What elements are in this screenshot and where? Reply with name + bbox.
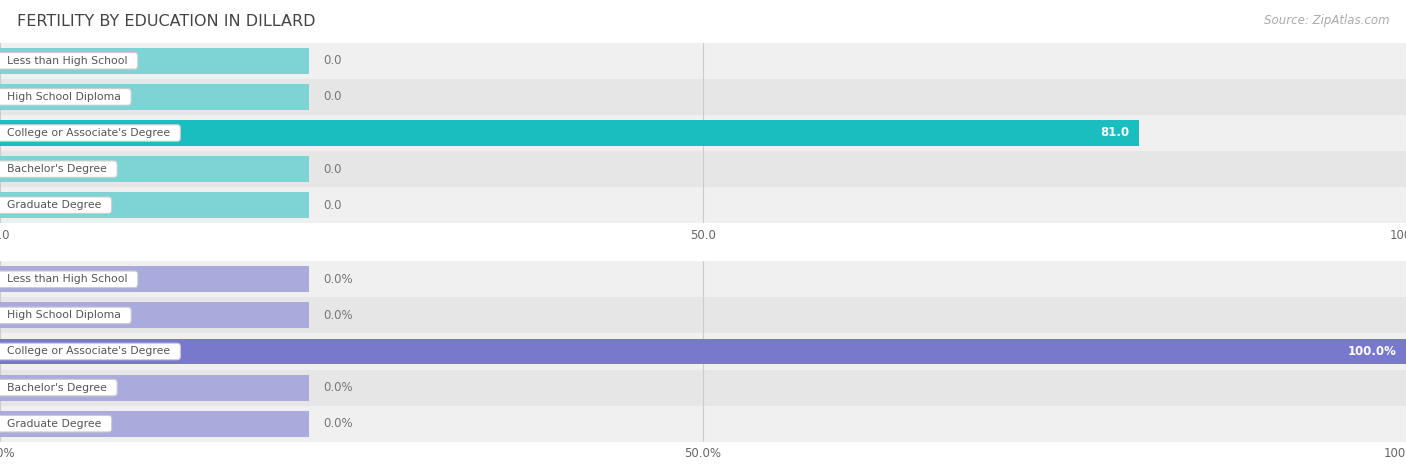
Bar bbox=[0, 151, 1406, 187]
Text: Graduate Degree: Graduate Degree bbox=[0, 200, 108, 210]
Text: 0.0: 0.0 bbox=[323, 90, 342, 104]
Text: High School Diploma: High School Diploma bbox=[0, 310, 128, 321]
Text: FERTILITY BY EDUCATION IN DILLARD: FERTILITY BY EDUCATION IN DILLARD bbox=[17, 14, 315, 29]
Text: Bachelor's Degree: Bachelor's Degree bbox=[0, 164, 114, 174]
Bar bbox=[0, 187, 1406, 223]
Bar bbox=[0, 406, 1406, 442]
Bar bbox=[0, 84, 309, 110]
Text: Less than High School: Less than High School bbox=[0, 274, 135, 285]
Text: 100.0%: 100.0% bbox=[1347, 345, 1396, 358]
Text: 0.0: 0.0 bbox=[323, 54, 342, 67]
Text: Graduate Degree: Graduate Degree bbox=[0, 418, 108, 429]
Bar bbox=[0, 333, 1406, 370]
Text: 0.0: 0.0 bbox=[323, 162, 342, 176]
Text: 0.0%: 0.0% bbox=[323, 273, 353, 286]
Text: Source: ZipAtlas.com: Source: ZipAtlas.com bbox=[1264, 14, 1389, 27]
Bar bbox=[0, 261, 1406, 297]
Bar bbox=[0, 375, 309, 400]
Text: High School Diploma: High School Diploma bbox=[0, 92, 128, 102]
Bar bbox=[0, 370, 1406, 406]
Bar bbox=[0, 115, 1406, 151]
Text: 0.0%: 0.0% bbox=[323, 381, 353, 394]
Bar bbox=[0, 297, 1406, 333]
Text: Bachelor's Degree: Bachelor's Degree bbox=[0, 382, 114, 393]
Bar bbox=[0, 156, 309, 182]
Bar bbox=[0, 48, 309, 74]
Bar bbox=[0, 339, 1406, 364]
Bar bbox=[0, 192, 309, 218]
Text: 0.0%: 0.0% bbox=[323, 309, 353, 322]
Text: College or Associate's Degree: College or Associate's Degree bbox=[0, 346, 177, 357]
Bar bbox=[0, 303, 309, 328]
Text: Less than High School: Less than High School bbox=[0, 56, 135, 66]
Bar bbox=[0, 411, 309, 437]
Text: 0.0%: 0.0% bbox=[323, 417, 353, 430]
Bar bbox=[0, 79, 1406, 115]
Text: 81.0: 81.0 bbox=[1099, 126, 1129, 140]
Bar bbox=[0, 266, 309, 292]
Text: College or Associate's Degree: College or Associate's Degree bbox=[0, 128, 177, 138]
Bar bbox=[0, 120, 1139, 146]
Text: 0.0: 0.0 bbox=[323, 199, 342, 212]
Bar bbox=[0, 43, 1406, 79]
